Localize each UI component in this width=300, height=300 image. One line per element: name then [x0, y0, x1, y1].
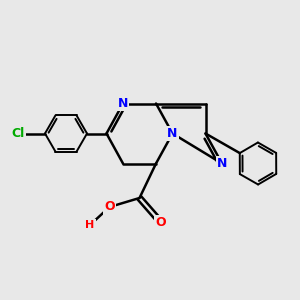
- Text: N: N: [118, 97, 128, 110]
- Text: N: N: [217, 157, 227, 170]
- Text: N: N: [167, 127, 178, 140]
- Text: O: O: [104, 200, 115, 214]
- Text: O: O: [155, 215, 166, 229]
- Text: H: H: [85, 220, 94, 230]
- Text: Cl: Cl: [11, 127, 25, 140]
